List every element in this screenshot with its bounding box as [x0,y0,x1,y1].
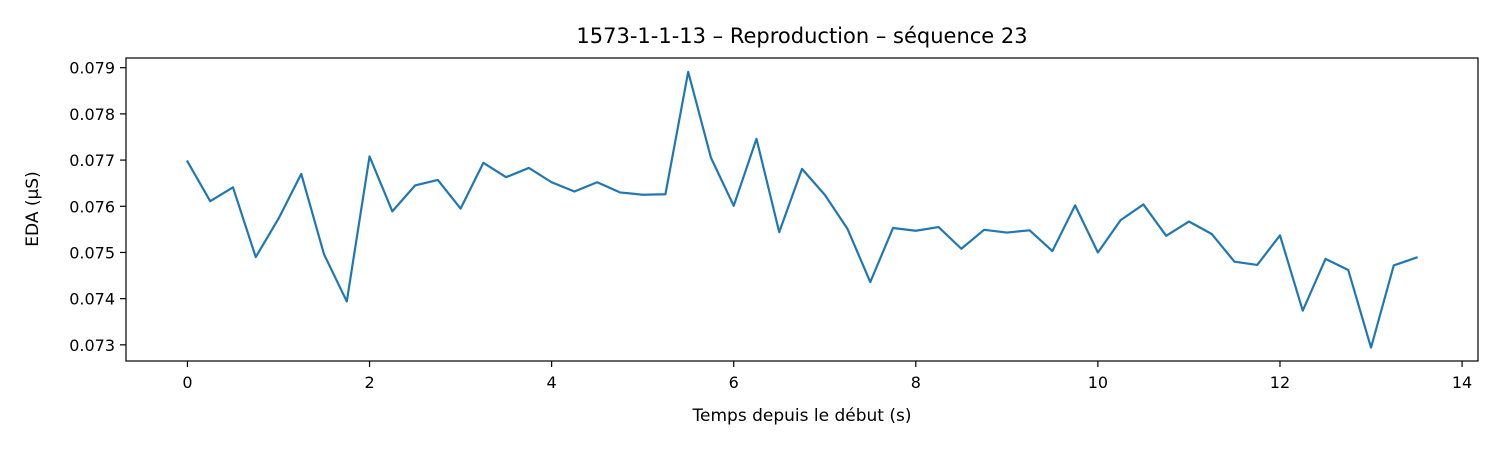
x-axis: 0 2 4 6 8 10 12 14 [182,361,1472,392]
x-tick-label: 4 [547,373,557,392]
y-tick-label: 0.073 [69,336,115,355]
x-tick-label: 12 [1270,373,1290,392]
y-axis-label: EDA (µS) [23,171,43,246]
plot-frame [125,57,1479,362]
series-line-0 [185,70,1418,349]
y-tick-label: 0.076 [69,197,115,216]
y-tick-label: 0.074 [69,290,115,309]
y-tick-label: 0.075 [69,243,115,262]
chart-title: 1573-1-1-13 – Reproduction – séquence 23 [576,24,1027,48]
y-tick-label: 0.077 [69,151,115,170]
x-tick-label: 2 [364,373,374,392]
x-tick-label: 0 [182,373,192,392]
x-tick-label: 8 [911,373,921,392]
x-axis-label: Temps depuis le début (s) [692,406,912,426]
y-tick-label: 0.079 [69,59,115,78]
y-axis: 0.073 0.074 0.075 0.076 0.077 0.078 0.079 [69,59,126,355]
y-tick-label: 0.078 [69,105,115,124]
x-tick-label: 10 [1088,373,1108,392]
x-tick-label: 6 [729,373,739,392]
plot-area [125,57,1479,362]
x-tick-label: 14 [1452,373,1472,392]
